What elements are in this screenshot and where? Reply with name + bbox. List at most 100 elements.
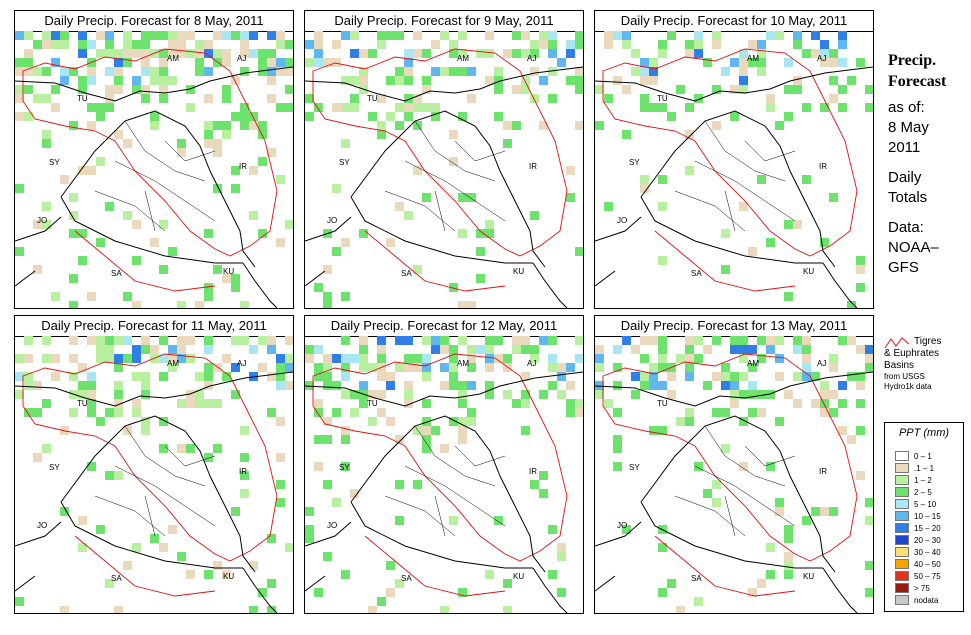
region-label: KU [513,267,524,276]
region-label: TU [657,94,668,103]
basin-line5: Hydro1k data [884,382,932,391]
region-label: AJ [237,54,246,63]
region-label: IR [819,162,827,171]
legend-label: 1 – 2 [914,476,932,485]
province-lines [94,425,216,537]
region-label: TU [367,399,378,408]
basin-boundary [602,48,858,292]
precip-cells [595,336,873,613]
basin-boundary [312,48,568,292]
region-label: KU [513,572,524,581]
province-lines [674,120,796,232]
region-label: KU [223,572,234,581]
legend-swatch [895,463,909,473]
panel-title: Daily Precip. Forecast for 8 May, 2011 [15,11,293,32]
precip-map: AM AJ TU SY IR JO SA KU [595,31,873,308]
precip-cells [305,31,583,308]
asof-label: as of: [888,99,925,116]
data-line1: Data: [888,219,924,236]
precip-cells [305,336,583,613]
basin-boundary [312,353,568,597]
region-label: AM [747,54,759,63]
forecast-panel-12-may: Daily Precip. Forecast for 12 May, 2011 … [304,315,584,614]
daily-line2: Totals [888,189,928,206]
region-label: JO [617,216,627,225]
legend-label: 30 – 40 [914,548,941,557]
basin-note: Tigres & Euphrates Basins from USGS Hydr… [884,336,970,392]
region-label: SA [401,269,412,278]
legend-label: 40 – 50 [914,560,941,569]
legend-label: 15 – 20 [914,524,941,533]
basin-boundary [22,48,278,292]
panel-title: Daily Precip. Forecast for 11 May, 2011 [15,316,293,337]
basin-line2: & Euphrates [884,348,940,359]
country-borders [15,371,293,613]
legend-title: PPT (mm) [898,427,950,439]
region-label: JO [327,521,337,530]
legend-swatch [895,523,909,533]
region-label: JO [37,521,47,530]
forecast-panel-8-may: Daily Precip. Forecast for 8 May, 2011 A… [14,10,294,309]
daily-line1: Daily [888,169,922,186]
region-label: KU [223,267,234,276]
data-line3: GFS [888,259,919,276]
province-lines [94,120,216,232]
region-label: KU [803,572,814,581]
legend-swatch [895,571,909,581]
ppt-legend: PPT (mm) 0 – 1 .1 – 1 1 – 2 2 – 5 5 – 10 10 –… [884,422,964,612]
region-label: JO [327,216,337,225]
legend-swatch [895,583,909,593]
country-borders [595,371,873,613]
legend-swatch [895,595,909,605]
precip-map: AM AJ TU SY IR JO SA KU [15,31,293,308]
forecast-panel-11-may: Daily Precip. Forecast for 11 May, 2011 … [14,315,294,614]
region-label: AJ [817,54,826,63]
legend-swatch [895,511,909,521]
legend-swatch [895,559,909,569]
asof-date-line1: 8 May [888,119,929,136]
region-label: KU [803,267,814,276]
region-label: AM [457,54,469,63]
region-label: SA [691,574,702,583]
basin-line4: from USGS [884,372,925,381]
legend-swatch [895,535,909,545]
asof-date-line2: 2011 [888,139,921,156]
data-line2: NOAA– [888,239,939,256]
basin-boundary [602,353,858,597]
region-label: IR [529,162,537,171]
province-lines [384,425,506,537]
country-borders [305,66,583,308]
legend-label: nodata [914,596,939,605]
region-label: SY [49,463,60,472]
legend-swatch [895,475,909,485]
region-label: AJ [527,54,536,63]
country-borders [305,371,583,613]
precip-map: AM AJ TU SY IR JO SA KU [305,31,583,308]
region-label: TU [77,399,88,408]
region-label: AJ [237,359,246,368]
region-label: JO [617,521,627,530]
legend-label: .1 – 1 [914,464,935,473]
region-label: SA [691,269,702,278]
forecast-panel-13-may: Daily Precip. Forecast for 13 May, 2011 … [594,315,874,614]
region-label: TU [367,94,378,103]
basin-boundary [22,353,278,597]
precip-map: AM AJ TU SY IR JO SA KU [15,336,293,613]
legend-label: 0 – 1 [914,452,932,461]
legend-label: 5 – 10 [914,500,937,509]
precip-cells [595,31,873,308]
region-label: SY [339,463,350,472]
panel-title: Daily Precip. Forecast for 12 May, 2011 [305,316,583,337]
region-label: AJ [817,359,826,368]
forecast-panel-9-may: Daily Precip. Forecast for 9 May, 2011 A… [304,10,584,309]
precip-map: AM AJ TU SY IR JO SA KU [595,336,873,613]
country-borders [595,66,873,308]
legend-swatch [895,451,909,461]
legend-label: > 75 [914,584,930,593]
basin-line3: Basins [884,360,915,371]
region-label: TU [77,94,88,103]
legend-label: 20 – 30 [914,536,941,545]
region-label: SY [339,158,350,167]
forecast-panel-10-may: Daily Precip. Forecast for 10 May, 2011 … [594,10,874,309]
legend-label: 50 – 75 [914,572,941,581]
